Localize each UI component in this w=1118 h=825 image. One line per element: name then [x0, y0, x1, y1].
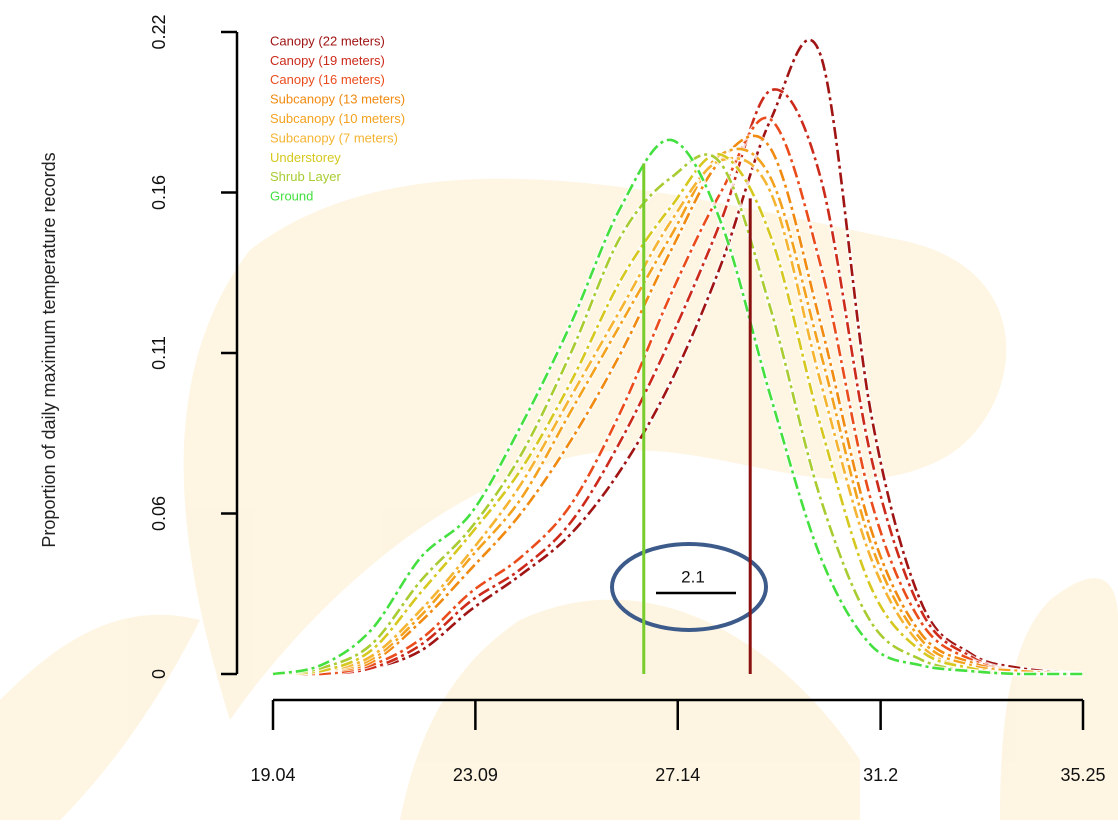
x-tick-label: 31.2 — [863, 765, 898, 785]
density-line — [272, 38, 1084, 676]
x-tick-label: 23.09 — [453, 765, 498, 785]
background — [0, 178, 1118, 820]
density-line — [272, 147, 1084, 676]
x-tick-label: 35.25 — [1060, 765, 1105, 785]
legend-label: Subcanopy (7 meters) — [270, 130, 398, 145]
legend-label: Ground — [270, 189, 313, 204]
density-line — [272, 153, 1083, 676]
density-line — [272, 152, 1083, 676]
y-tick-label: 0.11 — [149, 336, 169, 370]
density-line — [272, 138, 1083, 676]
legend-label: Canopy (19 meters) — [270, 53, 385, 68]
density-line — [272, 134, 1084, 676]
legend-label: Canopy (22 meters) — [270, 33, 385, 48]
density-line — [272, 88, 1084, 676]
y-tick-label: 0.22 — [149, 14, 169, 49]
legend-label: Understorey — [270, 150, 341, 165]
y-tick-label: 0.16 — [149, 175, 169, 210]
density-line — [272, 116, 1084, 676]
legend-label: Subcanopy (13 meters) — [270, 92, 405, 107]
legend-label: Canopy (16 meters) — [270, 72, 385, 87]
legend-label: Subcanopy (10 meters) — [270, 111, 405, 126]
y-tick-label: 0.06 — [149, 496, 169, 531]
legend-label: Shrub Layer — [270, 169, 341, 184]
y-tick-label: 0 — [149, 669, 169, 679]
y-axis-label: Proportion of daily maximum temperature … — [39, 152, 59, 547]
density-line — [272, 156, 1083, 676]
x-tick-label: 27.14 — [655, 765, 700, 785]
x-tick-label: 19.04 — [250, 765, 295, 785]
annotation: 2.1 — [681, 567, 705, 586]
annotation-ellipse — [610, 542, 768, 632]
